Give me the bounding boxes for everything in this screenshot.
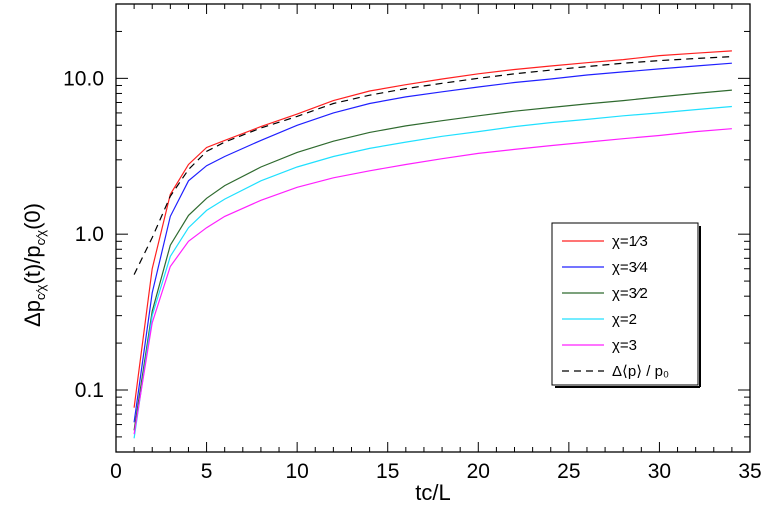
series-line-1	[133, 62, 732, 423]
y-axis-title: Δpc⁄χ(t)/pc⁄χ(0)	[20, 203, 48, 327]
x-tick-label: 20	[467, 460, 490, 483]
legend-label-4: χ=3	[612, 337, 637, 354]
y-axis-title-end: (0)	[20, 203, 45, 230]
y-axis-title-sub1: c⁄χ	[33, 284, 48, 300]
y-tick-label: 0.1	[75, 379, 104, 402]
y-axis-title-p2: p	[20, 245, 45, 257]
legend-label-3: χ=2	[612, 311, 637, 328]
series-line-0	[133, 50, 732, 408]
legend-label-1: χ=3⁄4	[612, 259, 648, 276]
legend-box	[551, 222, 699, 386]
legend-label-2: χ=3⁄2	[612, 285, 648, 302]
y-tick-label: 10.0	[63, 67, 104, 90]
y-axis-title-p1: p	[20, 300, 45, 312]
legend: χ=1⁄3 χ=3⁄4 χ=3⁄2 χ=2 χ=3 Δ⟨p⟩ / p₀	[551, 222, 701, 388]
x-tick-label: 5	[201, 460, 213, 483]
series-line-5	[133, 56, 732, 275]
tick-labels: 0 5 10 15 20 25 30 35 0.1 1.0 10.0	[63, 67, 762, 483]
legend-label-0: χ=1⁄3	[612, 233, 648, 250]
x-tick-label: 35	[738, 460, 761, 483]
series-line-4	[133, 128, 732, 435]
y-axis-title-mid: (t)/	[20, 257, 45, 285]
axis-ticks	[115, 3, 751, 453]
series-line-3	[133, 105, 732, 439]
y-axis-title-sub2: c⁄χ	[33, 230, 48, 246]
x-axis-title: tc/L	[415, 480, 450, 505]
y-axis-title-delta: Δ	[20, 312, 45, 327]
plot-frame	[115, 3, 751, 453]
x-tick-label: 30	[648, 460, 671, 483]
series-line-2	[133, 89, 732, 431]
legend-label-5: Δ⟨p⟩ / p₀	[612, 363, 669, 380]
series-lines	[133, 50, 732, 439]
x-tick-label: 10	[285, 460, 308, 483]
x-tick-label: 15	[376, 460, 399, 483]
y-tick-label: 1.0	[75, 223, 104, 246]
x-tick-label: 0	[110, 460, 122, 483]
x-tick-label: 25	[557, 460, 580, 483]
